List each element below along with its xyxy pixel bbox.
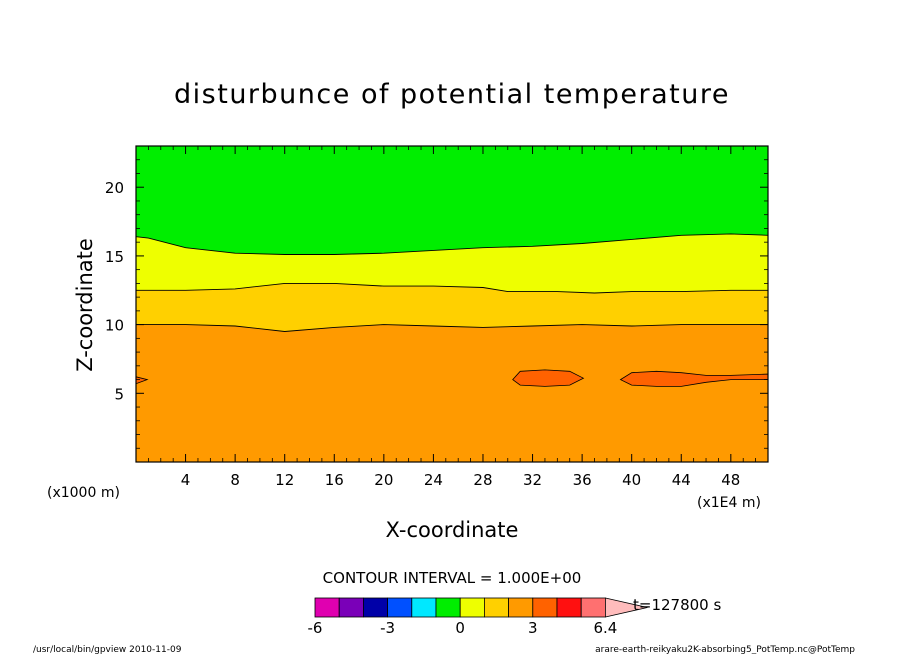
x-unit-left: (x1000 m): [47, 485, 120, 501]
x-tick-label: 44: [672, 471, 691, 489]
x-tick-label: 40: [622, 471, 641, 489]
colorbar-cell: [508, 597, 534, 618]
plot-fill-layer: [135, 146, 769, 462]
time-label: t=127800 s: [633, 596, 721, 614]
colorbar-cell: [580, 597, 606, 618]
colorbar-cell: [338, 597, 364, 618]
contour-band: [136, 283, 768, 332]
colorbar-cell: [387, 597, 413, 618]
y-tick-label: 15: [105, 248, 124, 266]
contour-line-layer: [135, 233, 769, 332]
y-tick-label: 5: [114, 385, 124, 403]
colorbar-cell: [362, 597, 388, 618]
x-tick-label: 20: [374, 471, 393, 489]
y-tick-label: 20: [105, 179, 124, 197]
contour-band: [136, 233, 768, 293]
x-tick-label: 32: [523, 471, 542, 489]
contour-interval-text: CONTOUR INTERVAL = 1.000E+00: [323, 569, 582, 587]
colorbar-cell: [314, 597, 340, 618]
contour-line: [135, 233, 769, 255]
colorbar-cell: [459, 597, 485, 618]
colorbar-cell: [556, 597, 582, 618]
colorbar-extend-triangle: [605, 597, 648, 618]
colorbar-cell: [435, 597, 461, 618]
x-tick-label: 8: [230, 471, 240, 489]
colorbar-cell: [532, 597, 558, 618]
x-tick-label: 12: [275, 471, 294, 489]
x-tick-label: 16: [325, 471, 344, 489]
footer-left: /usr/local/bin/gpview 2010-11-09: [33, 645, 182, 654]
colorbar-tick-label: 6.4: [593, 619, 617, 637]
y-tick-label: 10: [105, 317, 124, 335]
contour-patch: [512, 369, 585, 387]
colorbar-tick-label: 0: [455, 619, 465, 637]
colorbar-cell: [411, 597, 437, 618]
plot-frame: [135, 145, 769, 463]
contour-band: [136, 324, 768, 462]
x-tick-label: 36: [573, 471, 592, 489]
x-tick-label: 48: [721, 471, 740, 489]
colorbar: -6 -3 0 3 6.4: [308, 597, 648, 637]
x-tick-label: 4: [181, 471, 191, 489]
x-axis-label: X-coordinate: [386, 518, 519, 542]
colorbar-tick-label: -3: [380, 619, 395, 637]
contour-line: [136, 324, 768, 332]
colorbar-tick-label: 3: [528, 619, 538, 637]
y-axis-label: Z-coordinate: [73, 238, 97, 372]
colorbar-tick-label: -6: [308, 619, 323, 637]
colorbar-cell: [483, 597, 509, 618]
contour-line: [136, 282, 768, 294]
footer-right: arare-earth-reikyaku2K-absorbing5_PotTem…: [595, 645, 855, 654]
x-unit-right: (x1E4 m): [697, 495, 761, 511]
contour-band: [136, 146, 768, 255]
chart-title: disturbunce of potential temperature: [174, 79, 730, 110]
x-tick-label: 24: [424, 471, 443, 489]
x-tick-label: 28: [473, 471, 492, 489]
